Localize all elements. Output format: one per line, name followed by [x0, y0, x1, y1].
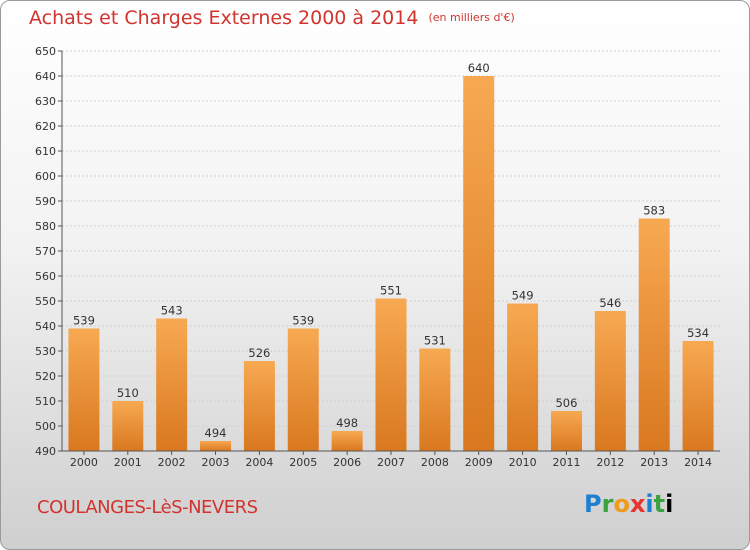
bar-2008: [419, 348, 451, 451]
y-axis-ticks: 490 500 510 520 530 540 550 560 570 580 590 600 610 6…: [35, 45, 62, 458]
y-tick-label: 510: [35, 395, 56, 408]
bar-2006: [331, 431, 363, 451]
data-label: 551: [380, 284, 402, 298]
y-tick-label: 530: [35, 345, 56, 358]
bar-2014: [682, 341, 714, 451]
data-label: 546: [599, 296, 621, 310]
x-tick-label: 2011: [552, 456, 580, 469]
x-tick-label: 2004: [245, 456, 273, 469]
x-tick-label: 2010: [509, 456, 537, 469]
data-label: 549: [512, 289, 534, 303]
data-label: 539: [73, 314, 95, 328]
y-tick-label: 640: [35, 70, 56, 83]
bar-2005: [287, 328, 319, 451]
data-label: 543: [161, 304, 183, 318]
y-tick-label: 600: [35, 170, 56, 183]
y-tick-label: 590: [35, 195, 56, 208]
bar-2011: [550, 411, 582, 451]
bar-2000: [68, 328, 100, 451]
x-tick-label: 2009: [465, 456, 493, 469]
bar-2002: [156, 318, 188, 451]
x-tick-label: 2002: [158, 456, 186, 469]
bar-2007: [375, 298, 407, 451]
data-label: 583: [643, 204, 665, 218]
y-tick-label: 520: [35, 370, 56, 383]
bar-2003: [200, 441, 232, 451]
y-tick-label: 620: [35, 120, 56, 133]
data-label: 506: [555, 396, 577, 410]
x-tick-label: 2007: [377, 456, 405, 469]
x-tick-label: 2012: [596, 456, 624, 469]
y-tick-label: 650: [35, 45, 56, 58]
unit-note: (en milliers d'€): [428, 11, 515, 24]
bar-2010: [507, 303, 539, 451]
y-tick-label: 540: [35, 320, 56, 333]
bars: 539 510 543 494 526 539 498 551 531 640 549 506 546 5…: [68, 61, 714, 451]
proxiti-logo: Proxiti: [584, 490, 674, 518]
x-tick-label: 2003: [202, 456, 230, 469]
chart-title: Achats et Charges Externes 2000 à 2014 (e…: [29, 7, 515, 29]
x-tick-label: 2000: [70, 456, 98, 469]
axes: [61, 51, 720, 452]
x-axis-ticks: 2000 2001 2002 2003 2004 2005 2006 2007 2008 2009…: [70, 451, 712, 469]
data-label: 510: [117, 386, 139, 400]
data-label: 539: [292, 314, 314, 328]
bar-2001: [112, 401, 144, 451]
data-label: 640: [468, 61, 490, 75]
data-label: 534: [687, 326, 709, 340]
y-tick-label: 560: [35, 270, 56, 283]
x-tick-label: 2014: [684, 456, 712, 469]
bar-2004: [243, 361, 275, 451]
y-tick-label: 580: [35, 220, 56, 233]
x-tick-label: 2013: [640, 456, 668, 469]
data-label: 498: [336, 416, 358, 430]
bar-2009: [463, 76, 495, 451]
x-tick-label: 2008: [421, 456, 449, 469]
x-tick-label: 2006: [333, 456, 361, 469]
data-label: 531: [424, 334, 446, 348]
y-tick-label: 490: [35, 445, 56, 458]
data-label: 526: [248, 346, 270, 360]
x-tick-label: 2001: [114, 456, 142, 469]
y-tick-label: 550: [35, 295, 56, 308]
y-tick-label: 570: [35, 245, 56, 258]
data-label: 494: [205, 426, 227, 440]
x-tick-label: 2005: [289, 456, 317, 469]
y-tick-label: 610: [35, 145, 56, 158]
bar-2013: [638, 218, 670, 451]
y-tick-label: 630: [35, 95, 56, 108]
commune-name: COULANGES-LèS-NEVERS: [37, 497, 258, 518]
bar-2012: [594, 311, 626, 451]
y-tick-label: 500: [35, 420, 56, 433]
chart-title-text: Achats et Charges Externes 2000 à 2014: [29, 7, 419, 29]
